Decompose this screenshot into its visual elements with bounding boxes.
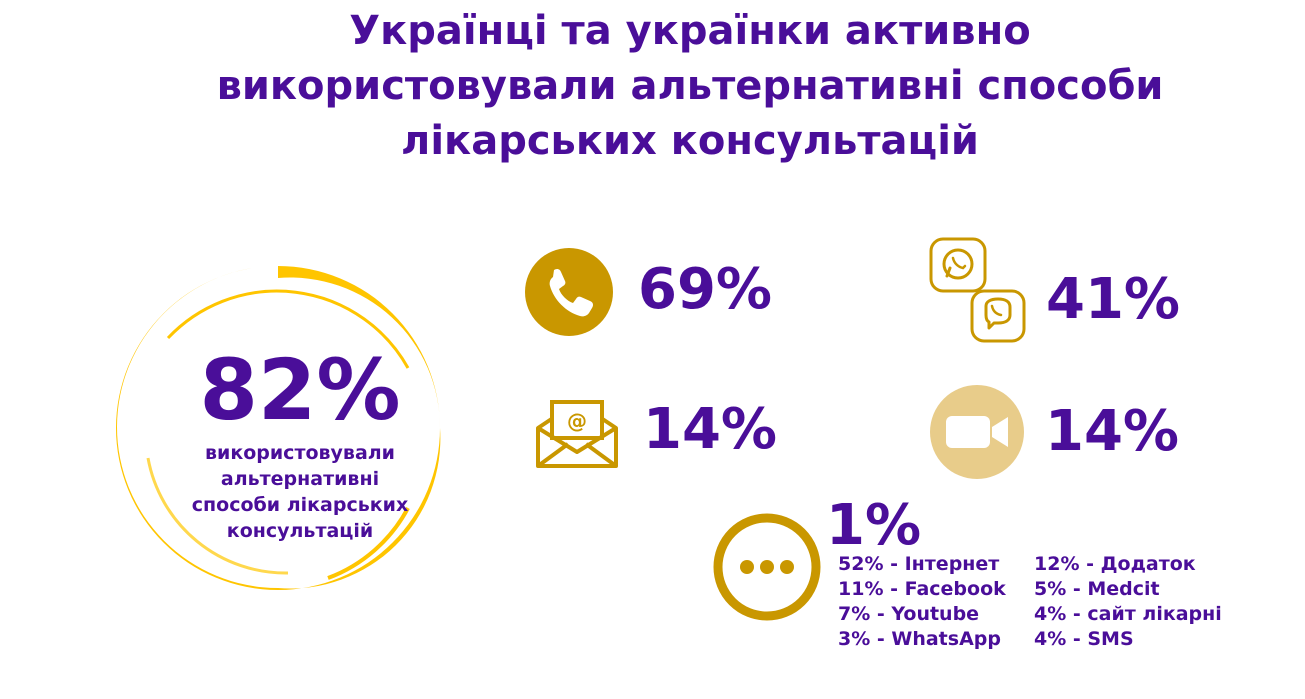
messengers-percent: 41% (1046, 267, 1181, 332)
other-breakdown-list: 52% - Інтернет 12% - Додаток 11% - Faceb… (838, 552, 1244, 652)
list-item: 4% - SMS (1034, 628, 1134, 650)
svg-text:@: @ (567, 409, 587, 433)
other-percent: 1% (826, 493, 922, 558)
main-stat-label: використовували альтернативні способи лі… (160, 440, 440, 544)
list-item: 5% - Medcit (1034, 578, 1160, 600)
video-percent: 14% (1045, 399, 1180, 464)
list-item: 11% - Facebook (838, 578, 1006, 600)
list-item: 4% - сайт лікарні (1034, 603, 1222, 625)
title-line-2: використовували альтернативні способи (216, 63, 1164, 109)
swirl-circle-graphic (116, 266, 441, 590)
list-item: 7% - Youtube (838, 603, 980, 625)
phone-percent: 69% (638, 257, 773, 322)
main-label-line-4: консультацій (226, 520, 374, 542)
title-line-3: лікарських консультацій (401, 118, 979, 164)
more-dots-icon (713, 513, 821, 621)
main-label-line-1: використовували (204, 442, 395, 464)
email-icon: @ (536, 400, 618, 468)
list-item: 3% - WhatsApp (838, 628, 1001, 650)
list-item: 52% - Інтернет (838, 553, 1000, 575)
main-label-line-2: альтернативні (220, 468, 380, 490)
email-percent: 14% (643, 397, 778, 462)
video-camera-icon (930, 385, 1024, 479)
list-item: 12% - Додаток (1034, 553, 1196, 575)
page-title: Українці та українки активно використову… (140, 4, 1240, 169)
phone-icon (525, 248, 613, 336)
main-percent: 82% (199, 341, 401, 439)
title-line-1: Українці та українки активно (349, 8, 1031, 54)
main-label-line-3: способи лікарських (191, 494, 409, 516)
whatsapp-viber-icon (929, 237, 1026, 343)
